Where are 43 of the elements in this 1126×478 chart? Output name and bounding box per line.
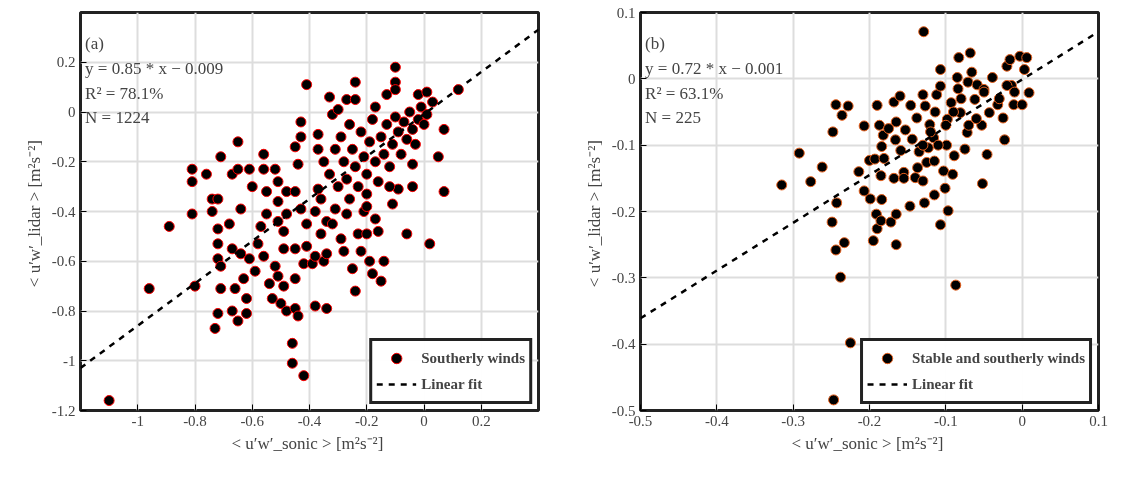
legend-label: Linear fit	[912, 375, 973, 393]
annotation: R² = 78.1%	[85, 83, 164, 103]
y-tick-label: -1	[63, 352, 76, 369]
legend-label: Stable and southerly winds	[912, 349, 1085, 367]
legend-label: Linear fit	[421, 375, 483, 393]
y-tick-label: -0.4	[51, 203, 76, 220]
x-axis-title: < u′w′_sonic > [m²s⁻²]	[231, 433, 384, 453]
y-tick-label: 0.1	[616, 4, 636, 21]
x-tick-label: 0.1	[1089, 412, 1108, 429]
x-tick-label: -0.4	[297, 412, 322, 429]
y-tick-label: -0.3	[611, 269, 636, 286]
x-tick-label: 0	[1018, 412, 1026, 429]
annotation: (b)	[645, 34, 665, 54]
y-tick-label: -0.6	[51, 253, 76, 270]
y-axis-title: < u′w′_lidar > [m²s⁻²]	[24, 140, 44, 288]
x-tick-label: 0.2	[471, 412, 491, 429]
x-tick-label: -0.3	[781, 412, 806, 429]
annotation: y = 0.72 * x − 0.001	[645, 59, 784, 79]
y-tick-label: -0.1	[611, 137, 636, 154]
x-tick-label: -0.2	[857, 412, 882, 429]
x-tick-label: -0.8	[183, 412, 207, 429]
y-tick-label: 0.2	[56, 54, 76, 71]
y-tick-label: -0.2	[611, 203, 636, 220]
annotation: (a)	[85, 34, 104, 54]
legend-label: Southerly winds	[421, 349, 525, 367]
y-tick-label: 0	[68, 104, 76, 120]
x-axis-title: < u′w′_sonic > [m²s⁻²]	[791, 433, 944, 453]
y-tick-label: -0.4	[611, 336, 636, 353]
x-tick-label: -1	[131, 412, 144, 429]
x-tick-label: -0.2	[354, 412, 379, 429]
annotation: N = 1224	[85, 108, 150, 128]
annotation: R² = 63.1%	[645, 83, 724, 103]
x-tick-label: 0	[420, 412, 428, 429]
y-tick-label: -0.8	[51, 303, 76, 319]
y-tick-label: -0.2	[51, 153, 76, 170]
y-axis-title: < u′w′_lidar > [m²s⁻²]	[584, 140, 604, 288]
annotation: y = 0.85 * x − 0.009	[85, 59, 224, 79]
y-tick-label: -1.2	[51, 402, 76, 419]
x-tick-label: -0.1	[933, 412, 958, 429]
x-tick-label: -0.4	[704, 412, 730, 429]
y-tick-label: 0	[628, 70, 636, 87]
x-tick-label: -0.6	[240, 412, 265, 429]
annotation: N = 225	[645, 108, 701, 128]
